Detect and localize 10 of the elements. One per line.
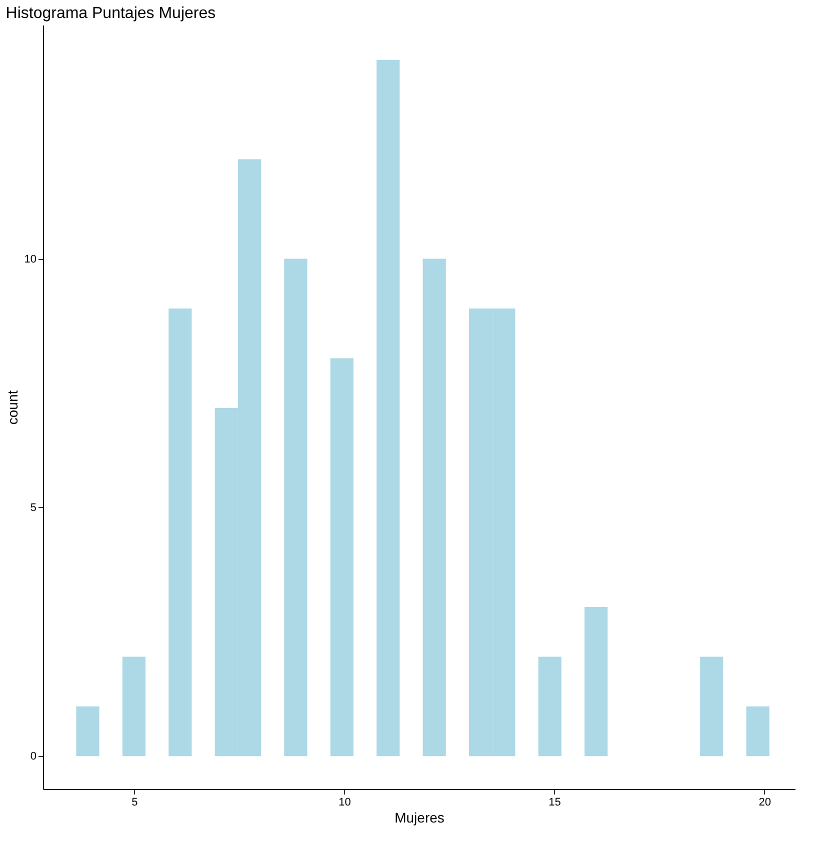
chart-title: Histograma Puntajes Mujeres [6, 5, 216, 22]
x-tick-label: 20 [758, 796, 771, 808]
x-tick-label: 10 [338, 796, 351, 808]
x-axis-title: Mujeres [394, 810, 444, 826]
y-tick-label: 10 [24, 253, 36, 266]
x-tick-label: 5 [132, 796, 138, 808]
x-tick-label: 15 [548, 796, 561, 808]
y-axis-title: count [4, 390, 20, 425]
y-tick-label: 5 [30, 502, 36, 514]
y-tick-label: 0 [30, 750, 36, 763]
